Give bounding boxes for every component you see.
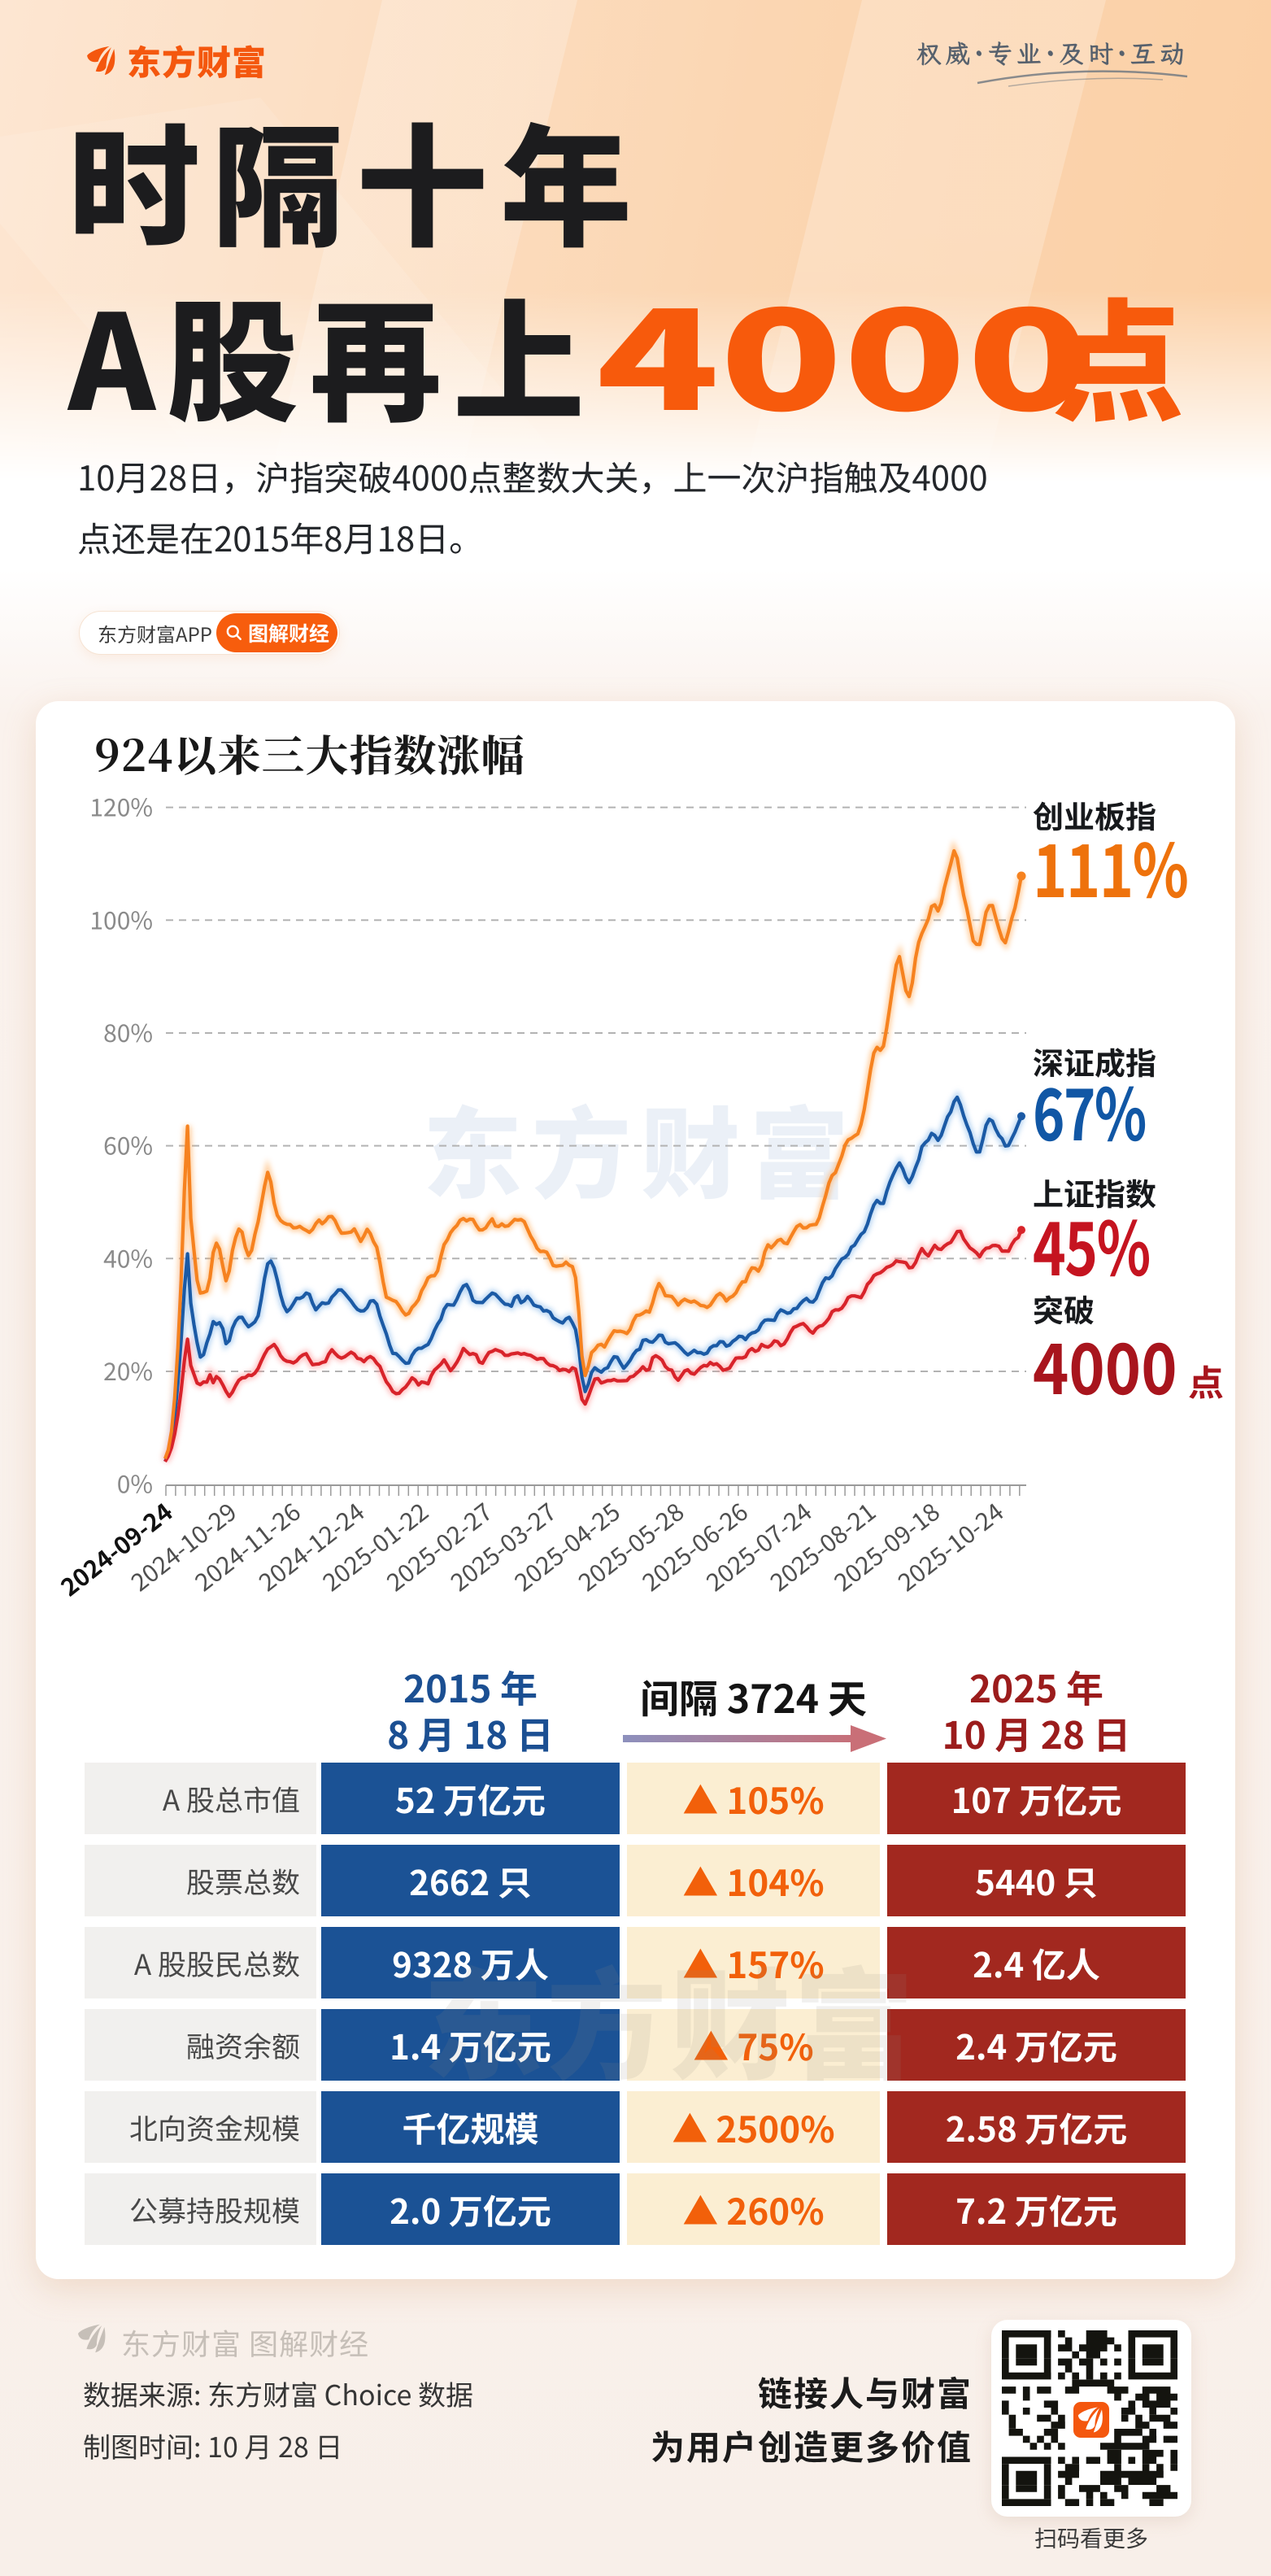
svg-text:20%: 20%: [103, 1352, 153, 1388]
svg-text:0%: 0%: [117, 1465, 153, 1501]
svg-text:100%: 100%: [89, 900, 153, 936]
svg-text:60%: 60%: [103, 1127, 153, 1162]
svg-text:120%: 120%: [89, 788, 153, 824]
svg-text:40%: 40%: [103, 1239, 153, 1275]
svg-text:80%: 80%: [103, 1013, 153, 1049]
